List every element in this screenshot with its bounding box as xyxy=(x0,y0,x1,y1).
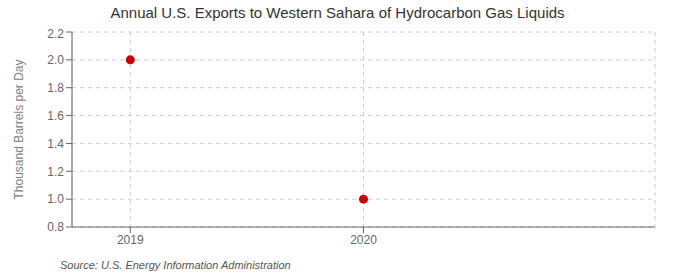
svg-text:2.0: 2.0 xyxy=(47,53,64,67)
svg-text:Thousand Barrels per Day: Thousand Barrels per Day xyxy=(12,59,26,199)
html-text:Annual U.S. Exports to Western: Annual U.S. Exports to Western Sahara of… xyxy=(110,4,565,21)
svg-text:1.0: 1.0 xyxy=(47,192,64,206)
svg-text:1.8: 1.8 xyxy=(47,81,64,95)
svg-text:2019: 2019 xyxy=(117,233,144,247)
svg-text:1.6: 1.6 xyxy=(47,109,64,123)
svg-text:0.8: 0.8 xyxy=(47,220,64,234)
html-text:Source: U.S. Energy Informatio: Source: U.S. Energy Information Administ… xyxy=(60,259,291,271)
svg-text:1.2: 1.2 xyxy=(47,165,64,179)
svg-text:2.2: 2.2 xyxy=(47,27,64,41)
svg-text:1.4: 1.4 xyxy=(47,137,64,151)
svg-text:2020: 2020 xyxy=(350,233,377,247)
